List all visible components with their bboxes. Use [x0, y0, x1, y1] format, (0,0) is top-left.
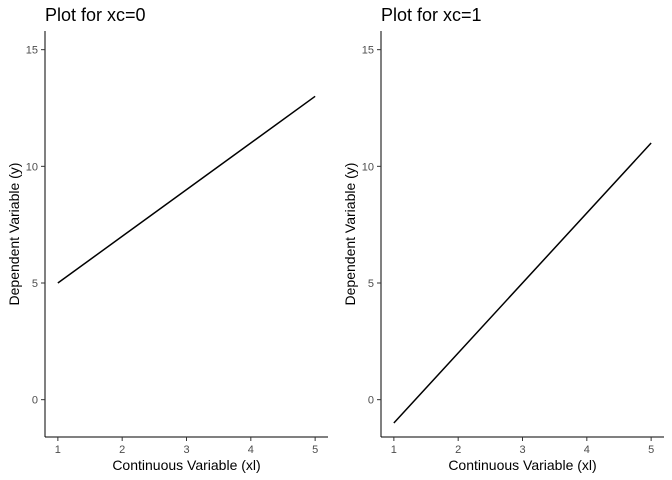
y-tick-label: 5 — [32, 278, 38, 290]
y-tick-label: 0 — [32, 395, 38, 407]
x-tick-label: 3 — [519, 444, 525, 456]
x-axis-label: Continuous Variable (xl) — [112, 457, 260, 473]
x-tick-label: 2 — [119, 444, 125, 456]
chart-title: Plot for xc=0 — [45, 5, 146, 25]
y-tick-label: 15 — [362, 45, 374, 57]
y-axis-label: Dependent Variable (y) — [6, 163, 22, 306]
x-tick-label: 3 — [183, 444, 189, 456]
y-axis-label: Dependent Variable (y) — [342, 163, 358, 306]
y-tick-label: 10 — [26, 161, 38, 173]
panel-1: Plot for xc=0 0 5 10 15 1 2 3 4 5 Continuous Varia… — [6, 5, 328, 473]
x-tick-label: 4 — [248, 444, 254, 456]
x-tick-label: 4 — [584, 444, 590, 456]
x-tick-label: 1 — [391, 444, 397, 456]
panel-2: Plot for xc=1 0 5 10 15 1 2 3 4 5 Continuous Varia… — [342, 5, 664, 473]
series-line — [57, 95, 316, 284]
y-tick-label: 5 — [368, 278, 374, 290]
y-tick-label: 15 — [26, 45, 38, 57]
x-tick-label: 5 — [312, 444, 318, 456]
x-tick-label: 2 — [455, 444, 461, 456]
x-tick-label: 1 — [55, 444, 61, 456]
series-line — [393, 142, 652, 424]
x-axis-label: Continuous Variable (xl) — [448, 457, 596, 473]
x-tick-label: 5 — [648, 444, 654, 456]
chart-title: Plot for xc=1 — [381, 5, 482, 25]
y-tick-label: 0 — [368, 395, 374, 407]
y-tick-label: 10 — [362, 161, 374, 173]
